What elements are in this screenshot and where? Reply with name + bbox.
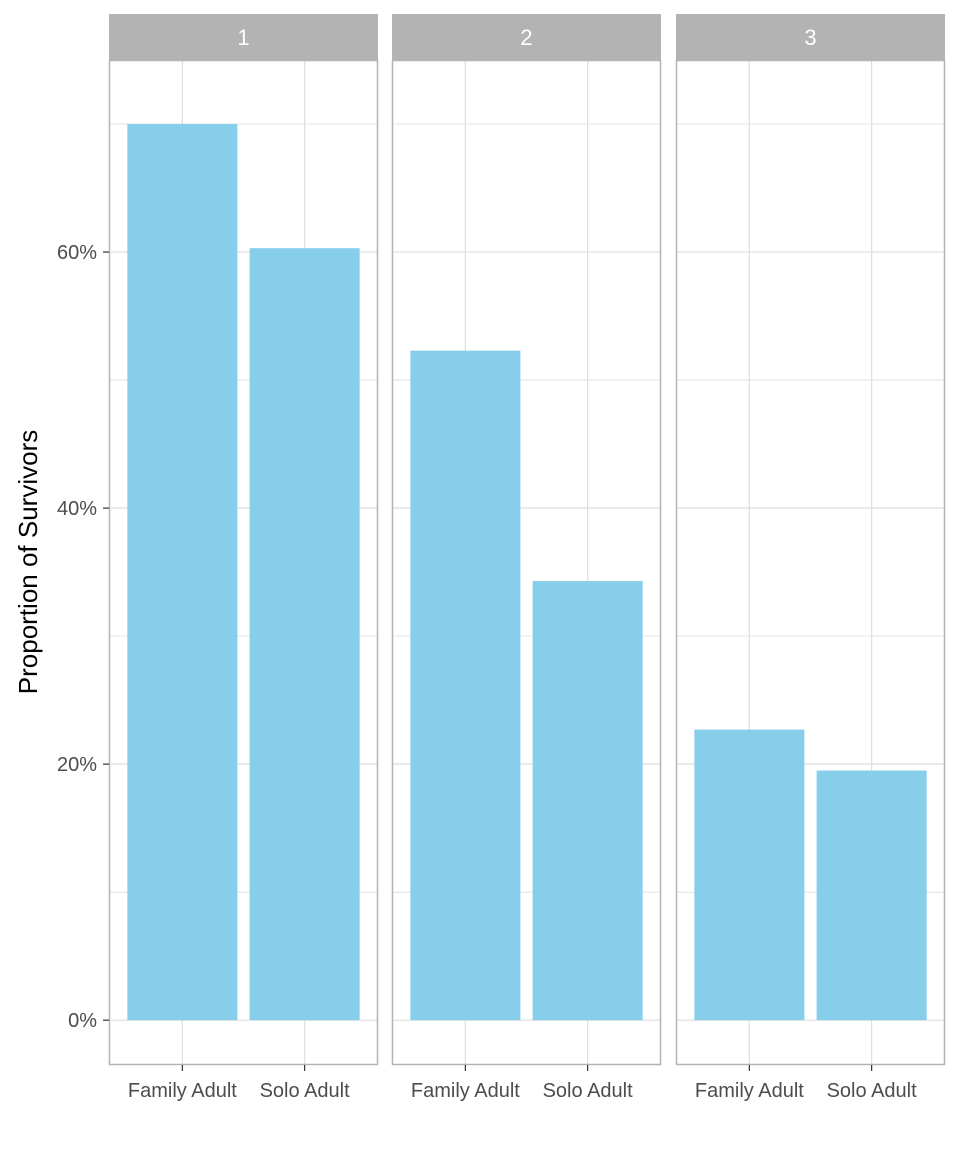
x-tick-label: Solo Adult <box>260 1080 351 1102</box>
y-tick-label: 0% <box>68 1010 97 1032</box>
y-axis-title: Proportion of Survivors <box>13 430 43 694</box>
facet-panel-2: 2 Family Adult Solo Adult <box>391 14 662 1102</box>
y-tick-label: 40% <box>57 498 97 520</box>
facet-strip-label: 3 <box>804 25 816 50</box>
bar-panel-2-family-adult <box>410 350 521 1021</box>
panel-border <box>391 59 662 1066</box>
x-tick-label: Solo Adult <box>543 1080 634 1102</box>
facet-panel-3: 3 Family Adult Solo Adult <box>675 14 946 1102</box>
y-tick-label: 60% <box>57 242 97 264</box>
x-tick-label: Family Adult <box>411 1080 520 1102</box>
facet-strip-label: 1 <box>237 25 249 50</box>
y-tick-label: 20% <box>57 754 97 776</box>
x-tick-label: Solo Adult <box>827 1080 918 1102</box>
y-axis: 0% 20% 40% 60% <box>57 242 109 1032</box>
bar-panel-3-solo-adult <box>816 770 927 1021</box>
panel-border <box>675 59 946 1066</box>
facet-strip <box>109 14 378 60</box>
bar-panel-3-family-adult <box>694 729 805 1021</box>
facet-panel-1: 1 Family Adult Solo Adult <box>108 14 379 1102</box>
bar-panel-1-solo-adult <box>249 248 360 1021</box>
bar-panel-1-family-adult <box>127 124 238 1021</box>
panels-layer: 1 Family Adult Solo Adult 2 Family Adult Solo… <box>108 14 946 1102</box>
x-tick-label: Family Adult <box>128 1080 237 1102</box>
facet-strip <box>676 14 945 60</box>
facet-strip-label: 2 <box>520 25 532 50</box>
panel-border <box>108 59 379 1066</box>
facet-strip <box>392 14 661 60</box>
x-tick-label: Family Adult <box>695 1080 804 1102</box>
bar-panel-2-solo-adult <box>532 581 643 1021</box>
